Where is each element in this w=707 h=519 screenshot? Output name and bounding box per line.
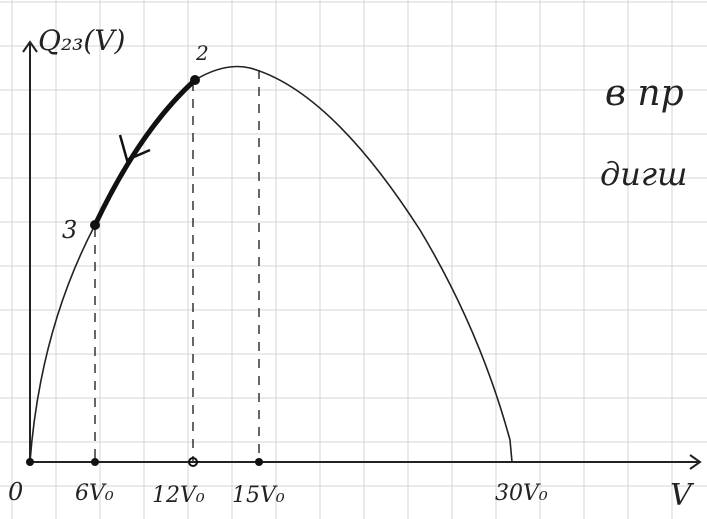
point-3 <box>90 220 100 230</box>
origin <box>26 458 34 466</box>
x-axis-label: V <box>670 478 695 513</box>
point-label: 3 <box>62 216 77 244</box>
tick-dot <box>188 457 198 467</box>
y-arrow <box>22 40 38 53</box>
y-axis-label: Q₂₃(V) <box>38 24 125 57</box>
curve <box>29 65 513 463</box>
x-arrow <box>689 454 702 470</box>
x-tick-label: 6V₀ <box>75 481 114 506</box>
x-tick-label: 0 <box>8 478 23 506</box>
point-label: 2 <box>195 41 209 65</box>
dashed-guides <box>94 70 260 462</box>
side-text: дигш <box>600 155 687 193</box>
x-tick-label: 12V₀ <box>152 483 205 508</box>
side-text: в пр <box>605 73 684 114</box>
tick-dot <box>91 458 99 466</box>
x-tick-label: 30V₀ <box>495 481 548 506</box>
point-2 <box>190 75 200 85</box>
process-2-3 <box>92 78 197 227</box>
tick-dot <box>255 458 263 466</box>
x-tick-label: 15V₀ <box>232 483 285 508</box>
direction-arrow <box>118 134 151 162</box>
